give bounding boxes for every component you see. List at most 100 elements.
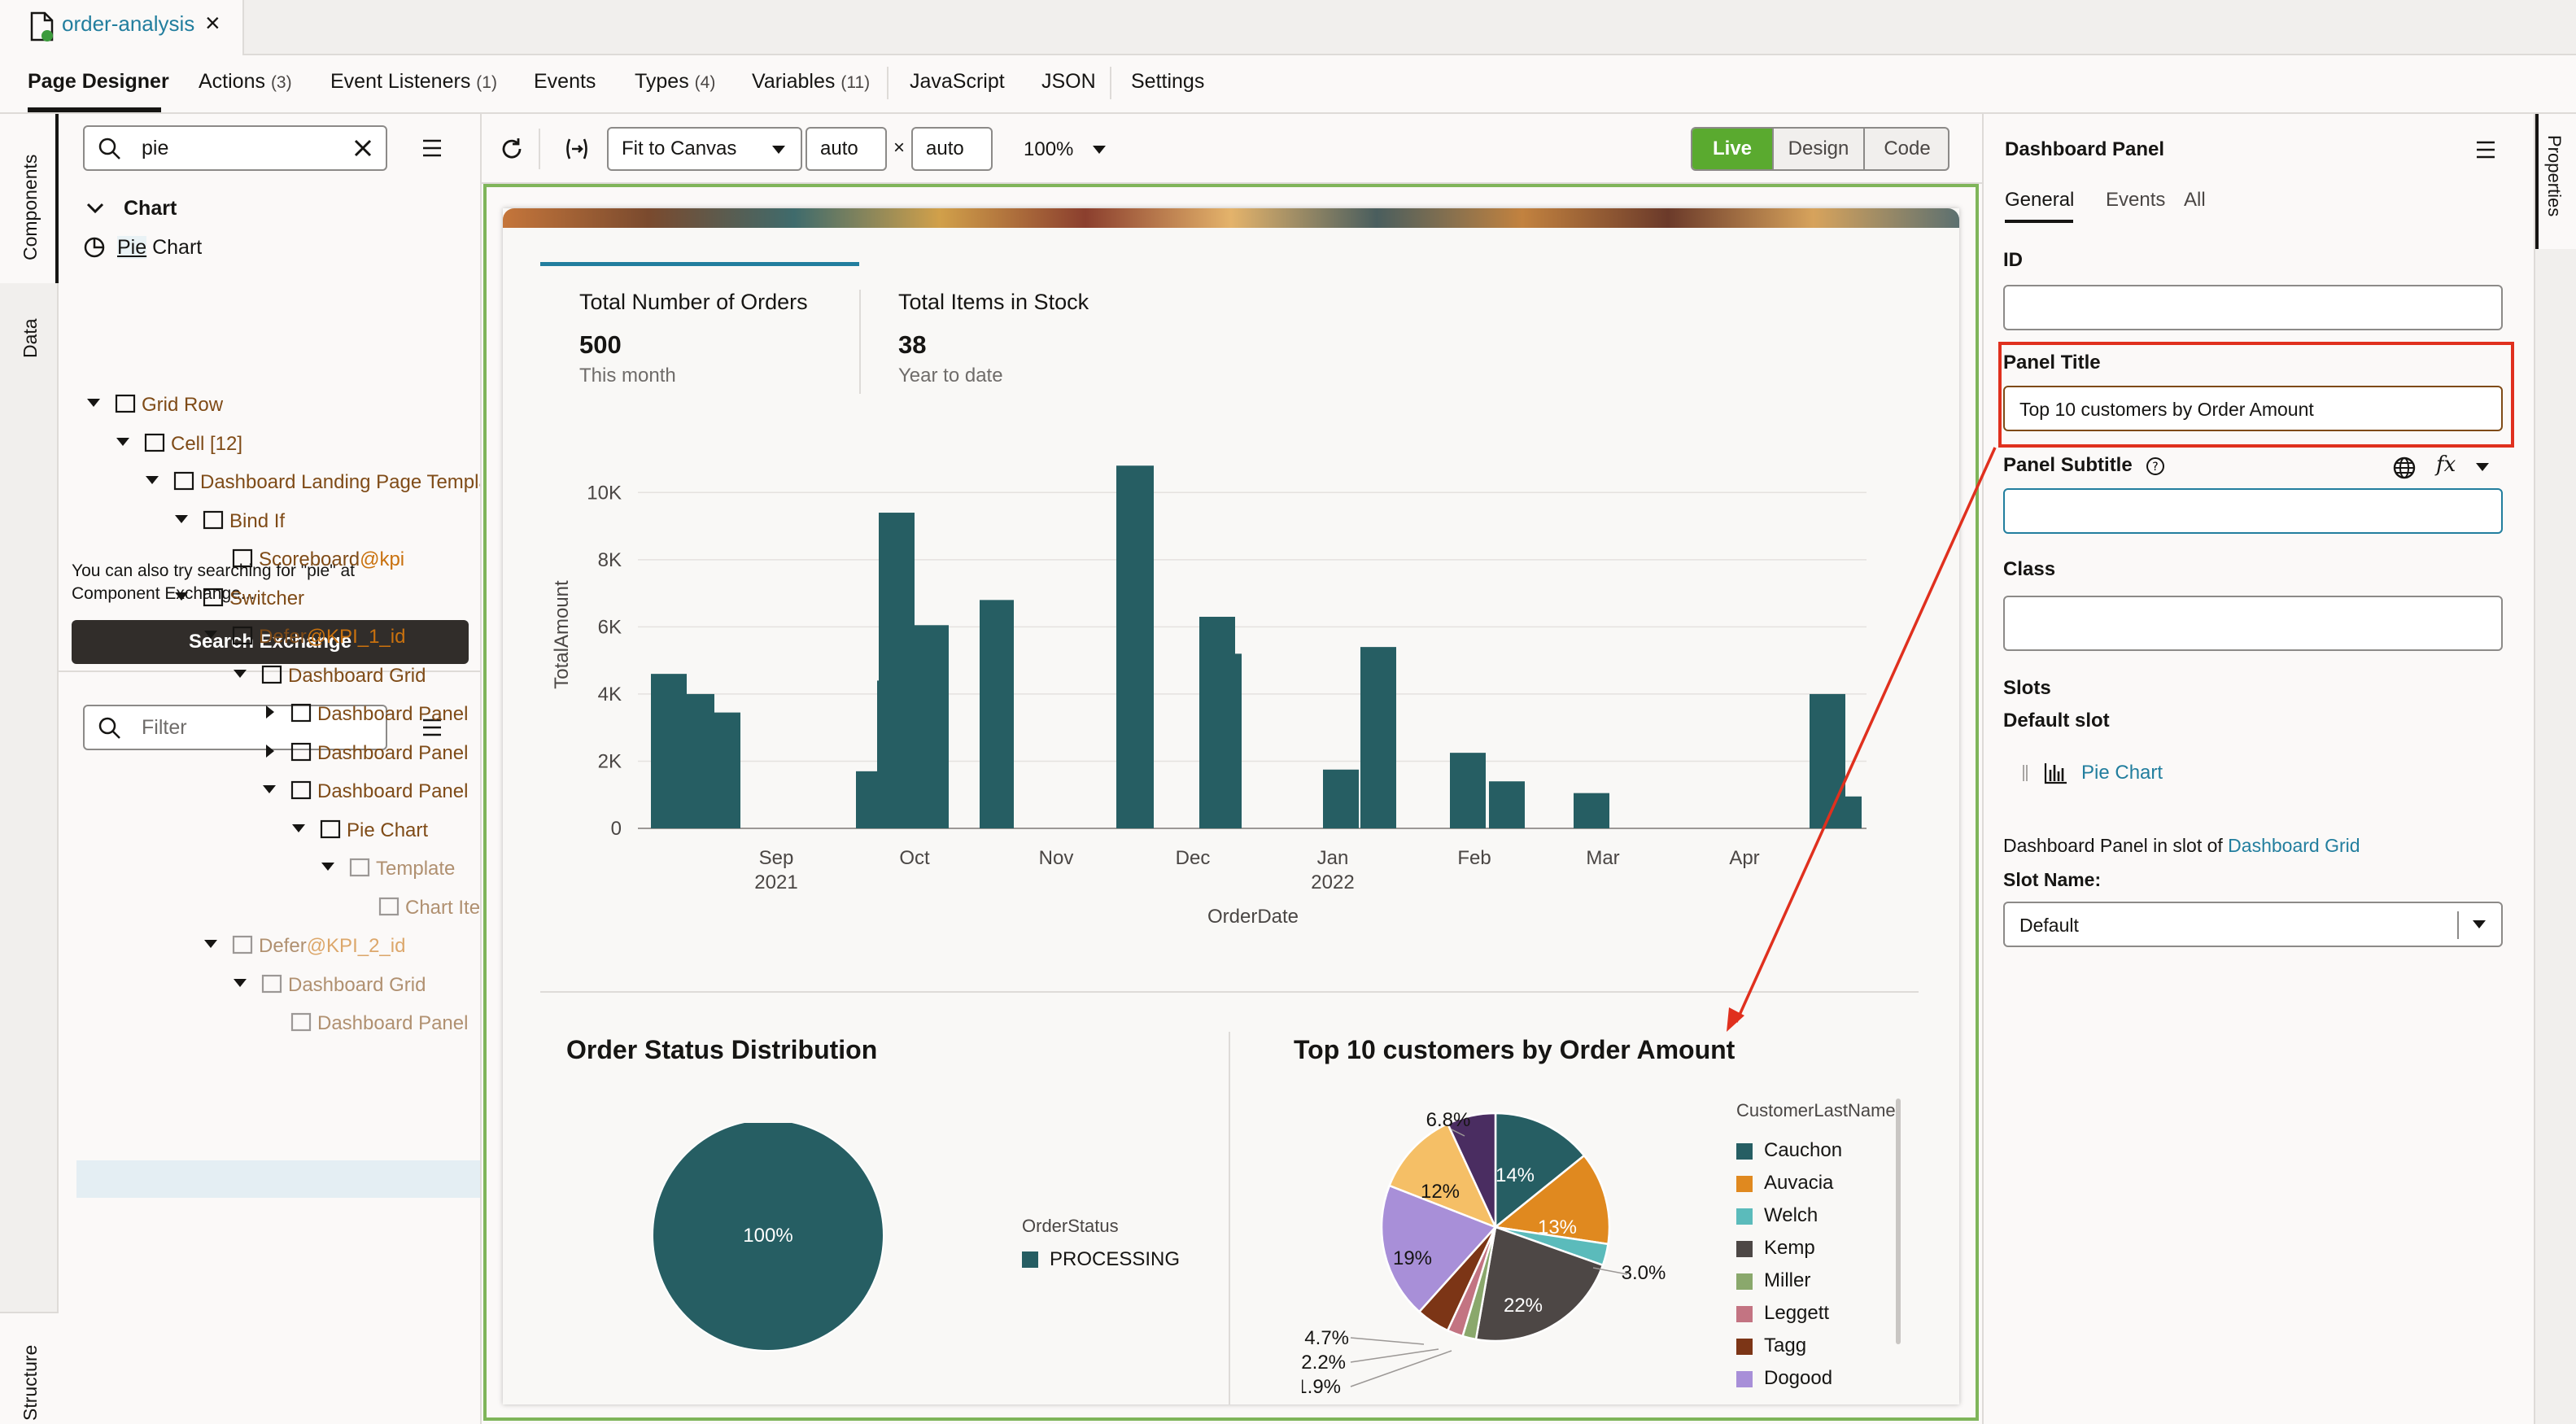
file-tab-order-analysis[interactable]: order-analysis ×: [0, 0, 244, 55]
bar[interactable]: [1845, 796, 1862, 828]
tree-node[interactable]: Dashboard Grid: [233, 969, 480, 1002]
bar[interactable]: [1450, 753, 1486, 828]
default-slot-pie-chart[interactable]: Pie Chart: [2021, 757, 2216, 789]
top-customers-pie-chart[interactable]: 14%13%3.0%22%1.9%2.2%4.7%19%12%6.8%: [1302, 1090, 1709, 1408]
pie-slice[interactable]: [1474, 1225, 1605, 1343]
caret-down-icon[interactable]: [116, 435, 130, 449]
tab-page-designer[interactable]: Page Designer: [28, 70, 169, 94]
caret-right-icon[interactable]: [262, 705, 277, 719]
tree-node[interactable]: Template: [321, 853, 480, 885]
chevron-down-icon[interactable]: [86, 202, 104, 215]
tree-node[interactable]: Bind If: [174, 505, 480, 538]
bar[interactable]: [1323, 769, 1359, 828]
design-mode-button[interactable]: Design: [1772, 129, 1863, 169]
legend-item[interactable]: Dogood: [1736, 1364, 1899, 1393]
tree-node[interactable]: Cell [12]: [116, 428, 480, 461]
globe-icon[interactable]: [2392, 456, 2417, 480]
fit-to-canvas-select[interactable]: Fit to Canvas: [607, 127, 802, 171]
drag-handle-icon[interactable]: [2021, 763, 2029, 783]
pie-slice[interactable]: [1493, 1154, 1611, 1246]
tree-node[interactable]: Dashboard Panel: [262, 698, 480, 731]
panel-subtitle-input[interactable]: [2003, 488, 2503, 534]
order-status-pie-chart[interactable]: 100%: [651, 1123, 895, 1367]
legend-item[interactable]: Tagg: [1736, 1331, 1899, 1361]
pie-slice[interactable]: [1387, 1122, 1498, 1230]
tab-structure[interactable]: Structure: [20, 1344, 41, 1421]
category-chart[interactable]: Chart: [124, 197, 177, 220]
bar[interactable]: [1810, 693, 1845, 828]
caret-right-icon[interactable]: [262, 744, 277, 758]
tree-node[interactable]: Dashboard Landing Page Template: [145, 466, 480, 499]
legend-item[interactable]: Cauchon: [1736, 1136, 1899, 1165]
bar[interactable]: [1574, 793, 1609, 828]
structure-filter-input[interactable]: Filter: [83, 705, 387, 750]
id-input[interactable]: [2003, 285, 2503, 330]
bar[interactable]: [856, 771, 879, 828]
panel-title-input[interactable]: Top 10 customers by Order Amount: [2003, 386, 2503, 431]
close-icon[interactable]: ×: [205, 8, 220, 37]
menu-icon[interactable]: [421, 718, 443, 737]
code-mode-button[interactable]: Code: [1863, 129, 1948, 169]
tab-javascript[interactable]: JavaScript: [910, 70, 1005, 94]
tab-variables[interactable]: Variables (11): [752, 70, 870, 94]
kpi-items-in-stock[interactable]: Total Items in Stock 38 Year to date: [898, 290, 1175, 395]
caret-down-icon[interactable]: [86, 395, 101, 410]
chevron-down-icon[interactable]: [2475, 462, 2490, 472]
bar[interactable]: [1116, 465, 1154, 828]
bar[interactable]: [877, 680, 887, 828]
tab-all[interactable]: All: [2184, 189, 2206, 211]
fx-button[interactable]: fx: [2436, 452, 2456, 477]
tree-node[interactable]: Switcher: [174, 583, 480, 615]
width-input[interactable]: auto: [806, 127, 887, 171]
tree-node[interactable]: Dashboard Grid: [233, 660, 480, 692]
bar[interactable]: [915, 625, 949, 828]
pie-slice[interactable]: [1446, 1112, 1497, 1228]
menu-icon[interactable]: [421, 138, 443, 158]
legend-item[interactable]: PROCESSING: [1022, 1245, 1266, 1274]
tab-general[interactable]: General: [2005, 189, 2075, 211]
slot-name-select[interactable]: Default: [2003, 902, 2503, 947]
search-exchange-button[interactable]: Search Exchange: [72, 620, 469, 664]
caret-down-icon[interactable]: [233, 976, 247, 990]
height-input[interactable]: auto: [911, 127, 993, 171]
bar[interactable]: [714, 712, 740, 828]
tree-node[interactable]: Dashboard Panel: [262, 1007, 480, 1040]
tab-events[interactable]: Events: [534, 70, 596, 94]
caret-down-icon[interactable]: [291, 821, 306, 836]
bar[interactable]: [687, 693, 714, 828]
caret-down-icon[interactable]: [262, 782, 277, 797]
tab-properties[interactable]: Properties: [2544, 135, 2565, 217]
bar[interactable]: [651, 674, 687, 828]
tab-settings[interactable]: Settings: [1131, 70, 1204, 94]
clear-icon[interactable]: [353, 138, 373, 158]
tab-json[interactable]: JSON: [1041, 70, 1096, 94]
caret-down-icon[interactable]: [174, 512, 189, 526]
kpi-total-orders[interactable]: Total Number of Orders 500 This month: [579, 290, 856, 395]
bar[interactable]: [1360, 647, 1396, 828]
caret-down-icon[interactable]: [203, 627, 218, 642]
caret-down-icon[interactable]: [174, 589, 189, 604]
caret-down-icon[interactable]: [145, 473, 159, 487]
caret-down-icon[interactable]: [203, 937, 218, 951]
tree-node[interactable]: Dashboard Panel: [262, 737, 480, 770]
bar[interactable]: [1235, 653, 1242, 828]
menu-icon[interactable]: [2475, 140, 2496, 159]
legend-item[interactable]: Miller: [1736, 1266, 1899, 1295]
caret-down-icon[interactable]: [321, 859, 335, 874]
component-search-input[interactable]: pie: [83, 125, 387, 171]
tree-node[interactable]: Pie Chart: [291, 815, 480, 847]
legend-item[interactable]: Kemp: [1736, 1234, 1899, 1263]
tab-types[interactable]: Types (4): [635, 70, 715, 94]
legend-item[interactable]: Auvacia: [1736, 1168, 1899, 1198]
tab-components[interactable]: Components: [20, 154, 41, 260]
legend-scrollbar[interactable]: [1896, 1099, 1901, 1344]
dashboard-grid-link[interactable]: Dashboard Grid: [2228, 835, 2360, 856]
refresh-icon[interactable]: [500, 137, 524, 161]
tab-data[interactable]: Data: [20, 318, 41, 358]
tree-node[interactable]: Scoreboard@kpi: [203, 544, 480, 576]
pie-slice[interactable]: [652, 1123, 884, 1352]
legend-item[interactable]: Welch: [1736, 1201, 1899, 1230]
tree-node[interactable]: Dashboard Panel: [262, 775, 480, 808]
expression-icon[interactable]: [563, 137, 591, 161]
